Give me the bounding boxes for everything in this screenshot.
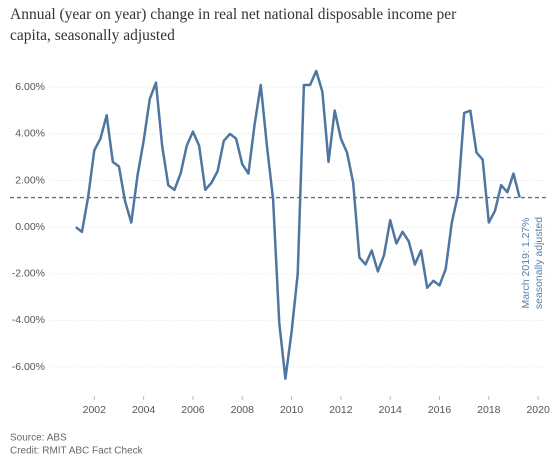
x-tick-label: 2014 — [379, 404, 403, 416]
y-tick-label: 2.00% — [15, 174, 45, 186]
x-tick-label: 2010 — [280, 404, 304, 416]
x-tick-label: 2002 — [83, 404, 107, 416]
data-line — [75, 69, 521, 380]
chart-title: Annual (year on year) change in real net… — [10, 6, 457, 23]
annotation: March 2019: 1.27% — [520, 217, 532, 308]
credit: Credit: RMIT ABC Fact Check — [10, 446, 144, 457]
y-tick-label: 0.00% — [15, 221, 45, 233]
y-tick-label: 6.00% — [15, 81, 45, 93]
y-tick-label: -6.00% — [12, 361, 45, 373]
x-tick-label: 2006 — [181, 404, 205, 416]
x-tick-label: 2018 — [477, 404, 501, 416]
x-tick-label: 2016 — [428, 404, 452, 416]
chart-title: capita, seasonally adjusted — [10, 27, 175, 44]
source: Source: ABS — [10, 433, 67, 444]
y-tick-label: -4.00% — [12, 314, 45, 326]
x-tick-label: 2012 — [329, 404, 353, 416]
x-tick-label: 2008 — [231, 404, 255, 416]
annotation: seasonally adjusted — [533, 217, 545, 309]
x-tick-label: 2004 — [132, 404, 156, 416]
y-tick-label: 4.00% — [15, 128, 45, 140]
y-tick-label: -2.00% — [12, 268, 45, 280]
x-tick-label: 2020 — [526, 404, 550, 416]
